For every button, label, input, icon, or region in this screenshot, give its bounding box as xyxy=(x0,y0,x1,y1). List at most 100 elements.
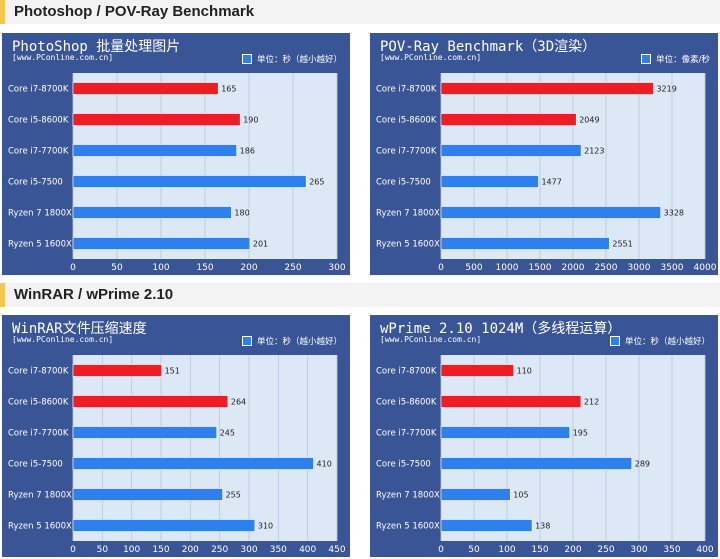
x-tick-label: 4000 xyxy=(694,263,717,273)
category-label: Core i7-8700K xyxy=(376,367,437,377)
legend-swatch xyxy=(241,54,252,64)
bar xyxy=(440,175,539,188)
bar xyxy=(440,144,582,157)
x-tick-label: 2500 xyxy=(595,263,618,273)
chart-source: [www.PConline.com.cn] xyxy=(12,335,114,344)
x-tick-label: 100 xyxy=(498,545,515,555)
bar-chart: 0 50 100 150 200 250 300 Core i7-8700K 165 Core i… xyxy=(8,73,346,273)
data-label: 2049 xyxy=(579,116,599,125)
x-tick-label: 500 xyxy=(465,263,482,273)
bar xyxy=(72,206,232,219)
x-tick-label: 3500 xyxy=(661,263,684,273)
data-label: 3219 xyxy=(656,85,676,94)
bar xyxy=(440,82,654,95)
category-label: Core i5-7500 xyxy=(376,178,431,188)
category-label: Core i5-8600K xyxy=(8,116,69,126)
category-label: Core i7-8700K xyxy=(8,367,69,377)
x-tick-label: 50 xyxy=(111,263,123,273)
category-label: Core i7-7700K xyxy=(8,429,69,439)
bar-chart: 0 50 100 150 200 250 300 350 400 450 Core i7-8700K… xyxy=(8,355,346,555)
x-tick-label: 300 xyxy=(630,545,647,555)
chart-panel-photoshop: PhotoShop 批量处理图片 [www.PConline.com.cn] 单… xyxy=(2,33,350,275)
category-label: Ryzen 5 1600X xyxy=(376,240,440,250)
bar-chart: 0 50 100 150 200 250 300 350 400 Core i7-8700K 110… xyxy=(376,355,714,555)
bar xyxy=(440,395,582,408)
bar xyxy=(440,488,511,501)
category-label: Ryzen 7 1800X xyxy=(8,491,72,501)
data-label: 105 xyxy=(513,491,528,500)
x-tick-label: 0 xyxy=(438,263,444,273)
chart-legend: 单位：秒（越小越好） xyxy=(609,335,710,347)
bar xyxy=(72,144,237,157)
data-label: 2123 xyxy=(584,147,604,156)
x-tick-label: 250 xyxy=(597,545,614,555)
x-tick-label: 50 xyxy=(468,545,480,555)
plot-area xyxy=(73,355,337,541)
x-tick-label: 200 xyxy=(564,545,581,555)
x-tick-label: 350 xyxy=(663,545,680,555)
chart-title: PhotoShop 批量处理图片 xyxy=(12,39,181,55)
data-label: 186 xyxy=(240,147,255,156)
bar-chart: 0 500 1000 1500 2000 2500 3000 3500 4000 Core i7-… xyxy=(376,73,717,273)
data-label: 190 xyxy=(243,116,258,125)
x-tick-label: 0 xyxy=(70,545,76,555)
section-title: WinRAR / wPrime 2.10 xyxy=(14,286,174,303)
bar xyxy=(440,519,533,532)
legend-label: 单位：秒（越小越好） xyxy=(624,337,710,347)
category-label: Core i5-7500 xyxy=(8,178,63,188)
x-tick-label: 400 xyxy=(696,545,713,555)
data-label: 1477 xyxy=(541,178,561,187)
data-label: 310 xyxy=(258,522,273,531)
x-tick-label: 400 xyxy=(299,545,316,555)
bar xyxy=(440,364,514,377)
x-tick-label: 1000 xyxy=(496,263,519,273)
bar xyxy=(72,82,219,95)
data-label: 289 xyxy=(635,460,650,469)
bar xyxy=(72,175,307,188)
data-label: 165 xyxy=(221,85,236,94)
category-label: Ryzen 5 1600X xyxy=(8,240,72,250)
chart-title: POV-Ray Benchmark（3D渲染） xyxy=(380,39,597,55)
data-label: 245 xyxy=(220,429,235,438)
x-tick-label: 250 xyxy=(284,263,301,273)
bar xyxy=(440,237,610,250)
chart-title: wPrime 2.10 1024M（多线程运算） xyxy=(380,321,622,337)
chart-legend: 单位：像素/秒 xyxy=(641,53,710,65)
x-tick-label: 150 xyxy=(152,545,169,555)
x-tick-label: 1500 xyxy=(529,263,552,273)
x-tick-label: 150 xyxy=(531,545,548,555)
bar xyxy=(72,364,162,377)
data-label: 2551 xyxy=(612,240,632,249)
data-label: 410 xyxy=(317,460,332,469)
category-label: Ryzen 7 1800X xyxy=(376,209,440,219)
legend-swatch xyxy=(241,336,252,346)
section-accent-bar xyxy=(0,0,5,24)
legend-label: 单位：像素/秒 xyxy=(656,55,710,65)
x-tick-label: 2000 xyxy=(562,263,585,273)
data-label: 151 xyxy=(165,367,180,376)
category-label: Ryzen 7 1800X xyxy=(376,491,440,501)
data-label: 138 xyxy=(535,522,550,531)
x-tick-label: 200 xyxy=(240,263,257,273)
x-tick-label: 0 xyxy=(438,545,444,555)
bar xyxy=(72,488,223,501)
bar xyxy=(440,206,661,219)
category-label: Ryzen 5 1600X xyxy=(376,522,440,532)
bar xyxy=(72,113,241,126)
bar xyxy=(72,237,251,250)
section-accent-bar xyxy=(0,283,5,307)
chart-legend: 单位：秒（越小越好） xyxy=(241,335,342,347)
section-header-winrar-wprime: WinRAR / wPrime 2.10 xyxy=(0,283,720,307)
chart-source: [www.PConline.com.cn] xyxy=(380,335,482,344)
x-tick-label: 100 xyxy=(123,545,140,555)
chart-panel-wprime: wPrime 2.10 1024M（多线程运算） [www.PConline.c… xyxy=(370,315,718,557)
legend-swatch xyxy=(609,336,620,346)
data-label: 212 xyxy=(584,398,599,407)
category-label: Core i5-8600K xyxy=(376,398,437,408)
category-label: Core i5-8600K xyxy=(8,398,69,408)
data-label: 255 xyxy=(226,491,241,500)
data-label: 264 xyxy=(231,398,246,407)
bar xyxy=(72,457,314,470)
data-label: 195 xyxy=(573,429,588,438)
category-label: Ryzen 5 1600X xyxy=(8,522,72,532)
